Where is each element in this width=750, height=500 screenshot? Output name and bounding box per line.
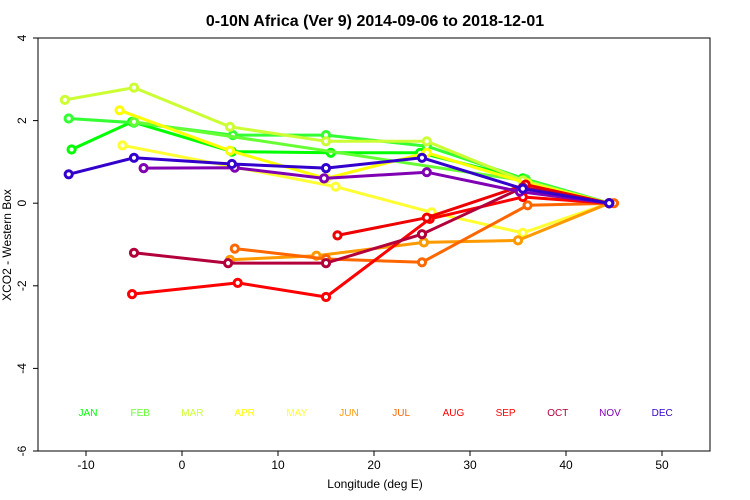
data-point [66, 144, 77, 155]
data-point [517, 183, 528, 194]
y-axis-label: XCO2 - Western Box [0, 189, 14, 301]
data-point [63, 113, 74, 124]
data-point [320, 163, 332, 174]
series-line [130, 195, 611, 299]
data-point [226, 158, 237, 170]
series-layer [59, 82, 620, 303]
data-point [224, 121, 236, 132]
data-point [117, 140, 128, 151]
data-point [127, 289, 138, 300]
month-label-jun: JUN [339, 408, 358, 419]
data-point [416, 152, 428, 163]
data-point [330, 181, 341, 192]
axis-ticks: -10 0 10 20 30 40 50 -6 -4 -2 0 2 4 [15, 34, 669, 472]
x-tick-label: 40 [559, 458, 573, 472]
y-tick-label: 2 [15, 117, 29, 124]
data-point [418, 237, 429, 248]
x-tick-label: 30 [463, 458, 477, 472]
data-point [223, 258, 234, 269]
data-point [332, 230, 343, 241]
y-tick-label: -4 [15, 363, 29, 374]
data-point [517, 227, 528, 238]
month-label-oct: OCT [547, 408, 568, 419]
y-tick-label: -6 [15, 445, 29, 456]
data-point [128, 152, 140, 163]
month-label-dec: DEC [652, 408, 673, 419]
data-point [63, 169, 74, 180]
series-line [336, 183, 611, 237]
month-label-sep: SEP [496, 408, 516, 419]
data-point [319, 173, 330, 184]
data-point [138, 163, 149, 174]
month-label-nov: NOV [599, 408, 621, 419]
y-tick-label: 4 [15, 34, 29, 41]
month-label-aug: AUG [443, 408, 465, 419]
data-point [416, 257, 428, 268]
data-point [320, 291, 332, 303]
series-13 [63, 152, 615, 209]
month-label-jul: JUL [392, 408, 410, 419]
plot-frame [37, 37, 711, 452]
data-point [421, 136, 432, 147]
data-point [522, 200, 533, 211]
x-axis-label: Longitude (deg E) [327, 477, 422, 491]
series-9 [127, 191, 615, 303]
data-point [320, 136, 332, 147]
y-tick-label: 0 [15, 200, 29, 207]
plot-area [37, 37, 711, 452]
data-point [421, 212, 432, 223]
month-labels: JAN FEB MAR APR MAY JUN JUL AUG SEP OCT NOV DEC [79, 408, 673, 419]
data-point [421, 167, 432, 178]
chart-title: 0-10N Africa (Ver 9) 2014-09-06 to 2018-… [206, 13, 544, 30]
data-point [604, 198, 615, 209]
data-point [232, 277, 243, 288]
y-tick-label: -2 [15, 280, 29, 291]
data-point [128, 82, 140, 93]
series-line [132, 120, 525, 182]
month-label-may: MAY [286, 408, 307, 419]
x-tick-label: 20 [367, 458, 381, 472]
data-point [224, 145, 236, 156]
month-label-mar: MAR [181, 408, 203, 419]
data-point [416, 229, 428, 240]
month-label-feb: FEB [130, 408, 150, 419]
data-point [229, 243, 240, 254]
x-tick-label: 10 [271, 458, 285, 472]
data-point [114, 105, 125, 116]
month-label-jan: JAN [79, 408, 98, 419]
x-tick-label: -10 [77, 458, 95, 472]
data-point [128, 247, 140, 258]
x-tick-label: 50 [655, 458, 669, 472]
series-line [142, 166, 611, 205]
data-point [59, 94, 71, 106]
month-label-apr: APR [234, 408, 255, 419]
data-point [512, 235, 524, 246]
data-point [320, 258, 332, 269]
x-tick-label: 0 [179, 458, 186, 472]
series-8 [229, 198, 620, 268]
data-point [128, 116, 140, 127]
